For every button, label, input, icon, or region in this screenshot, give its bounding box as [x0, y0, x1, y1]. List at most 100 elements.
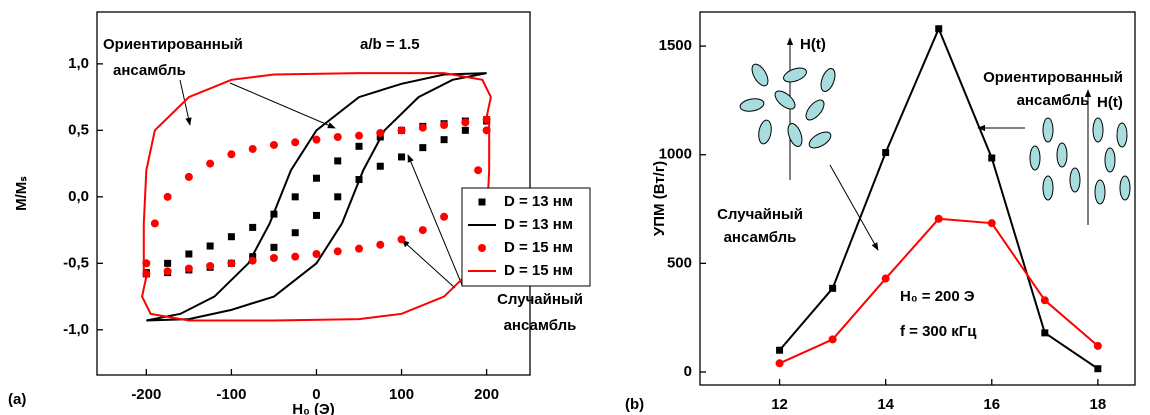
data-point	[988, 154, 996, 162]
annotation: ансамбль	[1017, 92, 1090, 109]
data-point	[291, 252, 300, 261]
x-tick-label: -200	[131, 386, 161, 403]
y-tick-label: -0,5	[63, 254, 89, 271]
data-point	[312, 135, 321, 144]
annotation: H(t)	[800, 36, 826, 53]
x-tick-label: 100	[389, 386, 414, 403]
data-point	[312, 211, 320, 219]
y-tick-label: -1,0	[63, 321, 89, 338]
particle	[1042, 175, 1054, 201]
data-point	[474, 166, 483, 175]
annotation: f = 300 кГц	[900, 323, 977, 340]
legend-swatch	[478, 244, 486, 252]
data-point	[775, 359, 784, 368]
particle	[774, 90, 796, 110]
arrow	[179, 79, 192, 126]
annotation: Случайный	[497, 291, 583, 308]
particle	[1116, 122, 1128, 148]
y-tick-label: 500	[667, 254, 692, 271]
y-tick-label: 0	[684, 363, 692, 380]
arrow	[829, 164, 879, 251]
data-point	[881, 274, 890, 283]
data-point	[397, 235, 406, 244]
data-point	[418, 226, 427, 235]
x-tick-label: 200	[474, 386, 499, 403]
legend-swatch	[478, 198, 486, 206]
data-point	[248, 144, 257, 153]
particle	[805, 99, 825, 121]
particles-oriented	[1029, 117, 1131, 205]
y-axis-label: УПМ (Вт/г)	[651, 161, 668, 236]
data-point	[227, 233, 235, 241]
data-point	[206, 242, 214, 250]
particle	[820, 68, 836, 92]
data-point	[935, 25, 943, 33]
data-point	[376, 162, 384, 170]
data-point	[333, 247, 342, 256]
data-point	[334, 157, 342, 165]
x-tick-label: 12	[771, 396, 788, 413]
y-axis-label: M/Mₛ	[13, 176, 30, 211]
legend-label: D = 15 нм	[504, 262, 573, 279]
data-point	[184, 172, 193, 181]
y-tick-label: 1000	[659, 146, 692, 163]
legend-label: D = 13 нм	[504, 193, 573, 210]
data-point	[150, 219, 159, 228]
particle	[1069, 167, 1081, 193]
data-point	[418, 123, 427, 132]
legend-label: D = 15 нм	[504, 239, 573, 256]
x-tick-label: -100	[216, 386, 246, 403]
data-point	[1094, 365, 1102, 373]
data-point	[269, 253, 278, 262]
particle	[1029, 145, 1041, 171]
x-tick-label: 16	[983, 396, 1000, 413]
particles-random	[739, 63, 836, 149]
particle	[1119, 175, 1131, 201]
annotation: H(t)	[1097, 94, 1123, 111]
data-point	[397, 126, 406, 135]
data-point	[334, 193, 342, 201]
data-point	[882, 149, 890, 157]
data-point	[440, 121, 449, 130]
data-point	[355, 142, 363, 150]
y-tick-label: 0,0	[68, 188, 89, 205]
annotation: ансамбль	[113, 62, 186, 79]
data-point	[291, 193, 299, 201]
data-point	[461, 118, 470, 127]
data-point	[1093, 341, 1102, 350]
data-point	[185, 250, 193, 258]
data-point	[355, 131, 364, 140]
particle	[783, 67, 807, 83]
data-point	[270, 243, 278, 251]
data-point	[376, 240, 385, 249]
series-line	[146, 72, 487, 322]
data-point	[440, 136, 448, 144]
data-point	[1040, 296, 1049, 305]
data-point	[227, 259, 236, 268]
data-point	[163, 192, 172, 201]
data-point	[987, 219, 996, 228]
data-point	[163, 267, 172, 276]
data-point	[206, 261, 215, 270]
annotation: Ориентированный	[103, 36, 243, 53]
particle	[787, 123, 803, 147]
arrow	[229, 82, 336, 129]
data-point	[776, 346, 784, 354]
data-point	[227, 150, 236, 159]
x-tick-label: 0	[312, 386, 320, 403]
data-point	[376, 129, 385, 137]
data-point	[249, 223, 257, 231]
particle	[1042, 117, 1054, 143]
x-tick-label: 14	[877, 396, 894, 413]
data-point	[355, 244, 364, 253]
data-point	[828, 335, 837, 344]
arrow	[407, 154, 463, 286]
data-point	[291, 138, 300, 147]
data-point	[312, 250, 321, 258]
particle	[1092, 117, 1104, 143]
data-point	[829, 284, 837, 292]
annotation: H₀ = 200 Э	[900, 288, 975, 305]
y-tick-label: 0,5	[68, 121, 89, 138]
legend-label: D = 13 нм	[504, 216, 573, 233]
